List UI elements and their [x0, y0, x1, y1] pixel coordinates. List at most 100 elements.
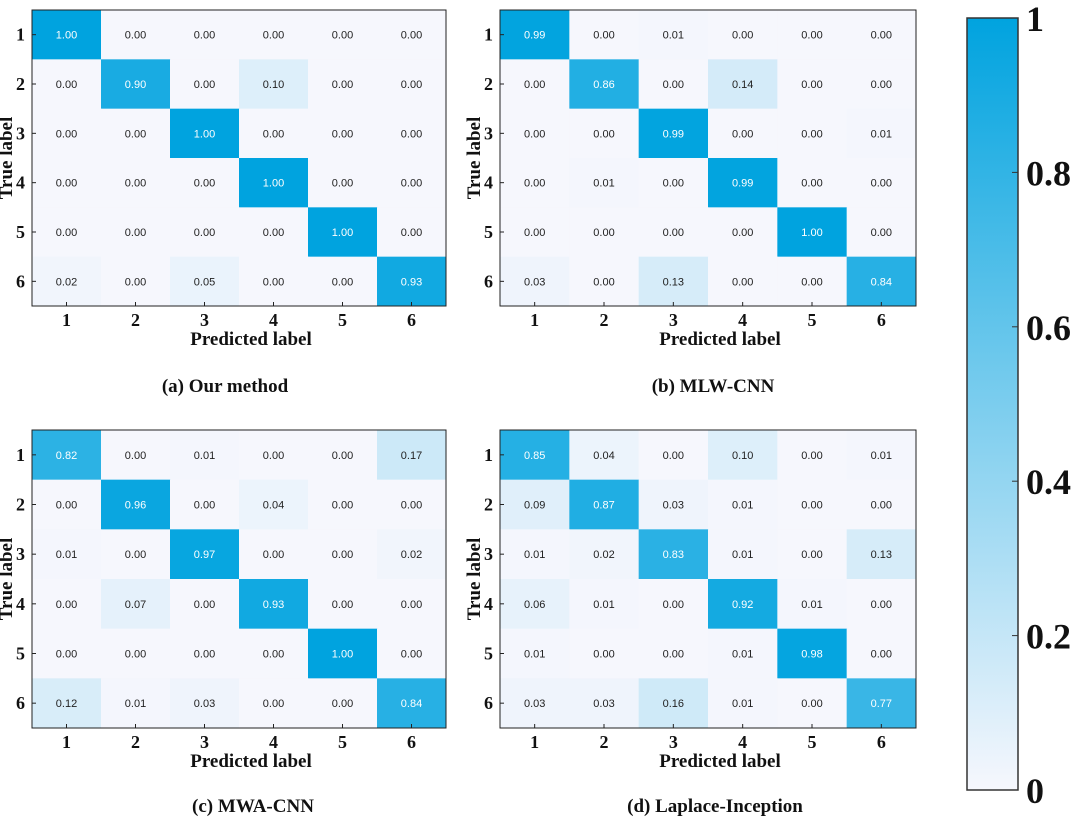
cell-value-label: 0.00	[401, 649, 422, 661]
heatmap-cell	[638, 207, 709, 258]
cell-value-label: 0.00	[401, 30, 422, 42]
cell-value-label: 0.00	[663, 79, 684, 91]
heatmap-cell	[638, 479, 709, 530]
cell-value-label: 0.00	[663, 599, 684, 611]
cell-value-label: 0.77	[871, 698, 892, 710]
heatmap-cell	[846, 10, 917, 60]
heatmap-cell	[500, 207, 570, 258]
y-tick-label: 2	[16, 74, 25, 94]
heatmap-cell	[170, 579, 240, 630]
heatmap-cell	[377, 10, 447, 60]
heatmap-cell	[308, 207, 378, 258]
y-tick-label: 3	[16, 544, 25, 564]
y-tick-label: 4	[16, 173, 25, 193]
heatmap-cell	[170, 158, 240, 208]
heatmap-cell	[777, 579, 848, 630]
x-tick-label: 2	[600, 310, 609, 330]
heatmap-cell	[500, 108, 570, 159]
cell-value-label: 0.00	[263, 30, 284, 42]
cell-value-label: 0.01	[871, 450, 892, 462]
heatmap-cell	[708, 678, 778, 729]
cell-value-label: 0.17	[401, 450, 422, 462]
cell-value-label: 1.00	[801, 227, 822, 239]
heatmap-cell	[239, 430, 309, 481]
heatmap-cell	[708, 158, 778, 208]
heatmap-cell	[638, 678, 709, 729]
cell-value-label: 0.99	[524, 30, 545, 42]
plot-frame	[499, 429, 917, 729]
cell-value-label: 0.03	[524, 698, 545, 710]
heatmap-cell	[377, 256, 447, 307]
cell-value-label: 0.82	[56, 450, 77, 462]
heatmap-cell	[239, 59, 309, 110]
panel-caption: (c) MWA-CNN	[192, 796, 314, 817]
heatmap-cell	[777, 430, 848, 481]
x-axis-title: Predicted label	[190, 329, 312, 350]
cell-value-label: 0.00	[401, 128, 422, 140]
heatmap-cell	[32, 10, 102, 60]
cell-value-label: 0.00	[263, 128, 284, 140]
cell-value-label: 0.00	[332, 450, 353, 462]
heatmap-cell	[846, 59, 917, 110]
heatmap-cell	[846, 256, 917, 307]
cell-value-label: 0.00	[125, 649, 146, 661]
cell-value-label: 0.00	[263, 276, 284, 288]
heatmap-cell	[308, 529, 378, 580]
x-axis-title: Predicted label	[659, 751, 781, 772]
heatmap-cell	[569, 207, 640, 258]
cell-value-label: 0.04	[593, 450, 614, 462]
heatmap-cell	[377, 108, 447, 159]
x-tick-label: 1	[62, 310, 71, 330]
heatmap-cell	[239, 158, 309, 208]
heatmap-cell	[101, 256, 171, 307]
heatmap-cell	[170, 529, 240, 580]
y-tick-label: 5	[484, 222, 493, 242]
cell-value-label: 1.00	[332, 227, 353, 239]
cell-value-label: 0.01	[801, 599, 822, 611]
confusion-matrix-panel-2: 0.99 0.00 0.01 0.00 0.00 0.00 0.00 0.86 0.00 0.14…	[464, 9, 917, 397]
cell-value-label: 0.83	[663, 549, 684, 561]
heatmap-cell	[569, 678, 640, 729]
cell-value-label: 0.00	[194, 178, 215, 190]
heatmap-cell	[239, 529, 309, 580]
heatmap-cell	[377, 579, 447, 630]
cell-value-label: 0.00	[332, 128, 353, 140]
heatmap-cell	[638, 108, 709, 159]
cell-value-label: 0.00	[801, 549, 822, 561]
heatmap-cell	[777, 59, 848, 110]
y-tick-label: 1	[484, 25, 493, 45]
heatmap-cell	[708, 430, 778, 481]
y-tick-label: 2	[484, 74, 493, 94]
cell-value-label: 0.00	[263, 649, 284, 661]
cell-value-label: 0.00	[871, 30, 892, 42]
cell-value-label: 0.00	[732, 30, 753, 42]
x-tick-label: 5	[808, 310, 817, 330]
cell-value-label: 0.01	[524, 549, 545, 561]
x-axis-title: Predicted label	[190, 751, 312, 772]
heatmap-cell	[32, 628, 102, 679]
heatmap-cell	[377, 158, 447, 208]
heatmap-cell	[777, 529, 848, 580]
heatmap-cell	[170, 108, 240, 159]
cell-value-label: 0.00	[194, 79, 215, 91]
x-tick-label: 4	[269, 732, 278, 752]
cell-value-label: 0.00	[593, 649, 614, 661]
y-tick-label: 5	[16, 222, 25, 242]
heatmap-cell	[239, 678, 309, 729]
panel-caption: (a) Our method	[162, 376, 289, 397]
cell-value-label: 0.00	[56, 649, 77, 661]
heatmap-cell	[377, 430, 447, 481]
cell-value-label: 0.01	[732, 649, 753, 661]
confusion-matrix-panel-3: 0.82 0.00 0.01 0.00 0.00 0.17 0.00 0.96 0.00 0.04…	[0, 429, 447, 817]
heatmap-cell	[708, 59, 778, 110]
heatmap-cell	[638, 628, 709, 679]
panel-caption: (d) Laplace-Inception	[627, 796, 803, 817]
colorbar-frame	[966, 17, 1019, 791]
heatmap-cell	[777, 479, 848, 530]
cell-value-label: 0.01	[871, 128, 892, 140]
heatmap-cell	[777, 207, 848, 258]
cell-value-label: 0.00	[263, 698, 284, 710]
cell-value-label: 0.00	[125, 450, 146, 462]
heatmap-cell	[377, 529, 447, 580]
heatmap-cell	[777, 108, 848, 159]
